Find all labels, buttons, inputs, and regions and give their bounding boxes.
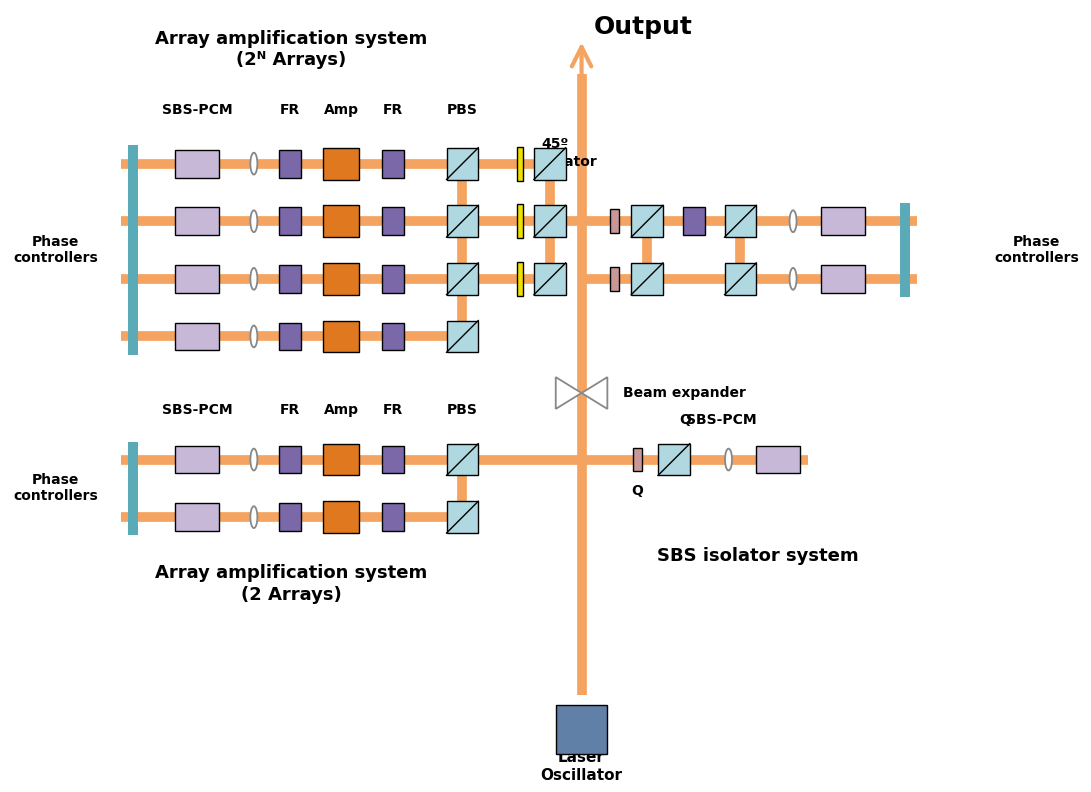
Bar (323, 263, 359, 295)
Text: Q: Q (679, 413, 691, 427)
Bar (756, 446, 800, 474)
Bar (128, 442, 137, 535)
Bar (176, 446, 219, 474)
Text: SBS-PCM: SBS-PCM (161, 103, 232, 117)
Bar (632, 263, 663, 295)
Text: FR: FR (279, 103, 300, 117)
Bar (382, 503, 404, 531)
Text: FR: FR (383, 403, 403, 417)
Ellipse shape (250, 153, 257, 174)
Bar (382, 446, 404, 474)
Text: SBS-PCM: SBS-PCM (686, 413, 757, 427)
Bar (176, 265, 219, 293)
Text: Beam expander: Beam expander (623, 386, 746, 400)
Polygon shape (582, 377, 608, 409)
Text: Laser
Oscillator: Laser Oscillator (540, 750, 623, 782)
Bar (382, 265, 404, 293)
Text: FR: FR (383, 103, 403, 117)
Bar (323, 321, 359, 352)
Bar (176, 503, 219, 531)
Bar (610, 267, 619, 291)
Text: Array amplification system: Array amplification system (156, 564, 428, 582)
Text: Amp: Amp (324, 403, 359, 417)
Bar (533, 205, 565, 237)
Text: SBS isolator system: SBS isolator system (658, 546, 859, 565)
Text: PBS: PBS (447, 403, 478, 417)
Bar (176, 322, 219, 350)
Ellipse shape (790, 268, 796, 290)
Bar (446, 444, 478, 475)
Text: Phase
controllers: Phase controllers (13, 235, 98, 265)
Bar (323, 444, 359, 475)
Bar (516, 147, 524, 181)
Bar (323, 148, 359, 180)
Bar (533, 148, 565, 180)
Ellipse shape (250, 211, 257, 232)
Ellipse shape (250, 506, 257, 528)
Text: FR: FR (279, 403, 300, 417)
Bar (610, 209, 619, 233)
Text: Q: Q (632, 485, 643, 498)
Bar (724, 263, 756, 295)
Text: (2 Arrays): (2 Arrays) (241, 585, 341, 604)
Bar (323, 205, 359, 237)
Text: (2ᴺ Arrays): (2ᴺ Arrays) (237, 51, 347, 70)
Text: SBS-PCM: SBS-PCM (161, 403, 232, 417)
Bar (820, 208, 864, 235)
Ellipse shape (250, 448, 257, 470)
Bar (278, 503, 300, 531)
Bar (323, 501, 359, 533)
Bar (555, 705, 608, 755)
Bar (176, 150, 219, 177)
Bar (658, 444, 690, 475)
Bar (278, 150, 300, 177)
Bar (382, 208, 404, 235)
Bar (632, 205, 663, 237)
Bar (516, 204, 524, 238)
Text: PBS: PBS (447, 103, 478, 117)
Ellipse shape (790, 211, 796, 232)
Bar (446, 205, 478, 237)
Bar (900, 204, 910, 297)
Ellipse shape (250, 326, 257, 348)
Text: Output: Output (594, 14, 693, 39)
Bar (278, 265, 300, 293)
Text: Array amplification system: Array amplification system (156, 29, 428, 48)
Text: Phase
controllers: Phase controllers (13, 474, 98, 504)
Text: 45º: 45º (542, 137, 570, 150)
Bar (633, 447, 642, 471)
Bar (176, 208, 219, 235)
Bar (533, 263, 565, 295)
Bar (128, 145, 137, 356)
Ellipse shape (250, 268, 257, 290)
Text: Phase
controllers: Phase controllers (994, 235, 1079, 265)
Bar (446, 321, 478, 352)
Bar (278, 208, 300, 235)
Text: rotator: rotator (542, 154, 598, 169)
Bar (516, 262, 524, 295)
Polygon shape (555, 377, 582, 409)
Ellipse shape (726, 448, 732, 470)
Bar (382, 322, 404, 350)
Bar (820, 265, 864, 293)
Bar (446, 263, 478, 295)
Bar (382, 150, 404, 177)
Bar (446, 148, 478, 180)
Bar (278, 446, 300, 474)
Bar (683, 208, 705, 235)
Text: Amp: Amp (324, 103, 359, 117)
Bar (278, 322, 300, 350)
Bar (724, 205, 756, 237)
Bar (446, 501, 478, 533)
